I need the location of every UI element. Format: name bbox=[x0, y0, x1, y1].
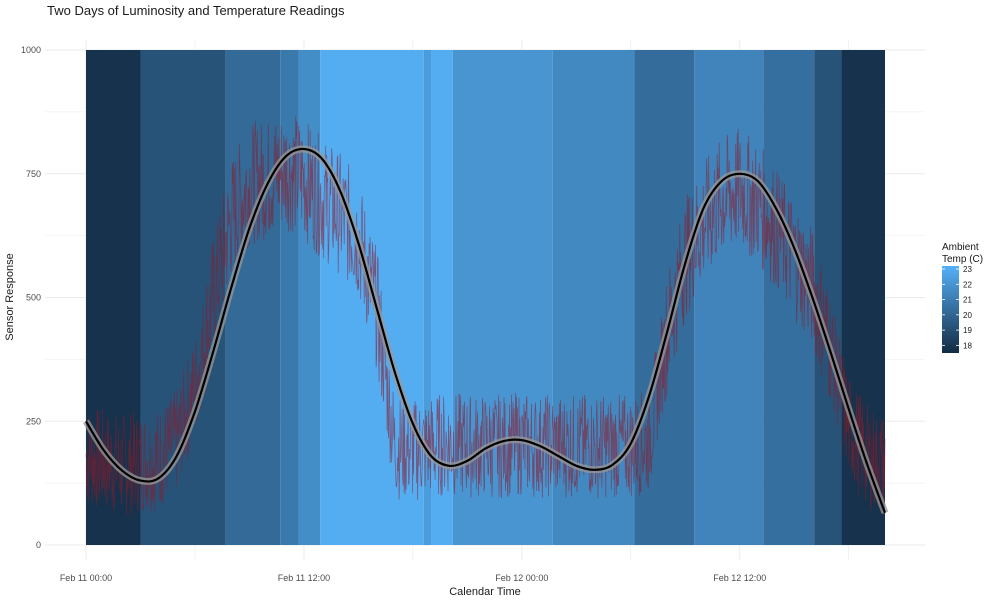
y-axis-ticks: 0 250 500 750 1000 bbox=[21, 45, 41, 550]
y-tick-label: 0 bbox=[36, 540, 41, 550]
temperature-band bbox=[423, 50, 432, 545]
legend-ticks: 23 22 21 20 19 18 bbox=[942, 265, 972, 350]
x-tick-label: Feb 11 12:00 bbox=[278, 573, 330, 583]
raw-readings-line bbox=[85, 116, 886, 516]
x-tick-label: Feb 11 00:00 bbox=[60, 573, 112, 583]
temperature-band bbox=[298, 50, 321, 545]
legend: Ambient Temp (C) 23 22 21 20 19 18 bbox=[942, 242, 983, 353]
x-axis-ticks: Feb 11 00:00 Feb 11 12:00 Feb 12 00:00 Feb … bbox=[60, 573, 766, 583]
x-tick-label: Feb 12 00:00 bbox=[495, 573, 548, 583]
x-tick-label: Feb 12 12:00 bbox=[713, 573, 766, 583]
legend-tick-label: 19 bbox=[963, 326, 972, 335]
temperature-band bbox=[841, 50, 885, 545]
legend-tick-label: 23 bbox=[963, 265, 972, 274]
y-axis-title: Sensor Response bbox=[4, 253, 16, 340]
y-tick-label: 500 bbox=[26, 293, 41, 303]
legend-tick-label: 21 bbox=[963, 296, 972, 305]
x-axis-title: Calendar Time bbox=[449, 586, 521, 598]
legend-title-line-2: Temp (C) bbox=[942, 254, 983, 265]
temperature-band bbox=[694, 50, 764, 545]
temperature-band bbox=[431, 50, 453, 545]
y-tick-label: 250 bbox=[26, 416, 41, 426]
plot-panel bbox=[45, 40, 925, 560]
temperature-bands bbox=[86, 50, 885, 545]
legend-tick-label: 18 bbox=[963, 341, 972, 350]
raw-readings bbox=[85, 116, 886, 516]
chart-title: Two Days of Luminosity and Temperature R… bbox=[47, 3, 345, 18]
y-tick-label: 1000 bbox=[21, 45, 41, 55]
smoothed-trend-line bbox=[85, 147, 887, 514]
temperature-band bbox=[763, 50, 815, 545]
smoothed-trend bbox=[83, 145, 889, 515]
temperature-band bbox=[140, 50, 226, 545]
legend-title-line-1: Ambient bbox=[942, 242, 979, 253]
temperature-band bbox=[225, 50, 281, 545]
legend-tick-label: 20 bbox=[963, 311, 972, 320]
legend-colorbar bbox=[942, 266, 959, 353]
temperature-band bbox=[814, 50, 842, 545]
y-tick-label: 750 bbox=[26, 169, 41, 179]
legend-tick-label: 22 bbox=[963, 280, 972, 289]
